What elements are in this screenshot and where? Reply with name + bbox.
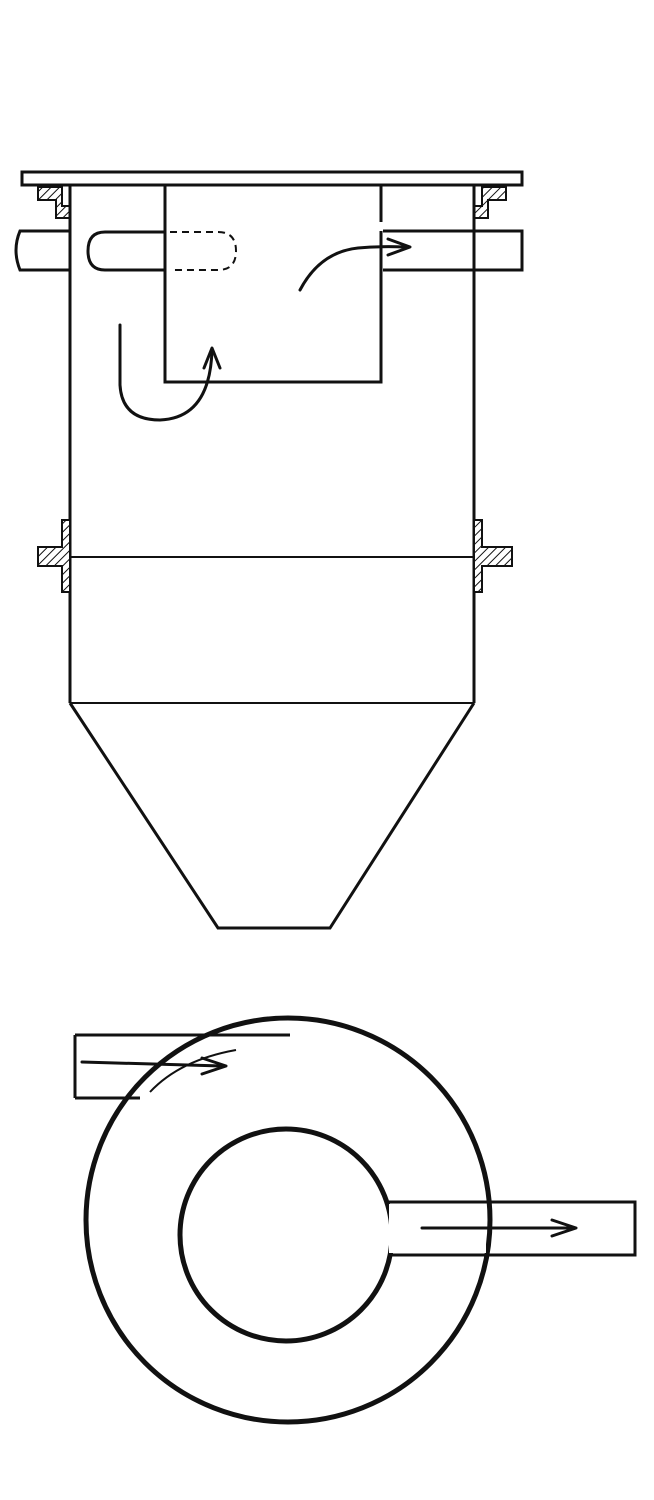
inlet-pipe-hidden — [170, 231, 238, 271]
flow-arrow-spiral — [118, 323, 214, 422]
plan-outer-shell — [83, 1015, 493, 1425]
mid-flange-left — [37, 519, 71, 593]
inlet-pipe-inner-end — [86, 230, 165, 272]
tangential-inlet-pipe — [14, 229, 70, 272]
plan-view — [73, 1015, 637, 1425]
plan-vortex-finder — [177, 1126, 395, 1344]
plan-inlet-flow-arrow-head — [200, 1056, 228, 1076]
flow-arrow-spiral-head — [202, 346, 222, 370]
plan-outlet-flow-arrow-head — [550, 1218, 578, 1238]
flow-arrow-outlet-head — [386, 237, 412, 257]
top-flange-left — [37, 186, 71, 219]
top-flange-right — [473, 186, 507, 219]
side-elevation-view — [14, 170, 524, 930]
plan-inlet-flow-arrow — [80, 1060, 224, 1068]
cover-plate — [20, 170, 524, 187]
plan-swirl-arc — [149, 1049, 237, 1093]
outlet-pipe — [383, 229, 524, 272]
mid-flange-right — [473, 519, 513, 593]
plan-outlet-pipe — [388, 1200, 637, 1257]
conical-hopper — [68, 702, 476, 930]
flow-arrow-outlet — [298, 245, 407, 292]
vortex-finder — [163, 185, 383, 384]
